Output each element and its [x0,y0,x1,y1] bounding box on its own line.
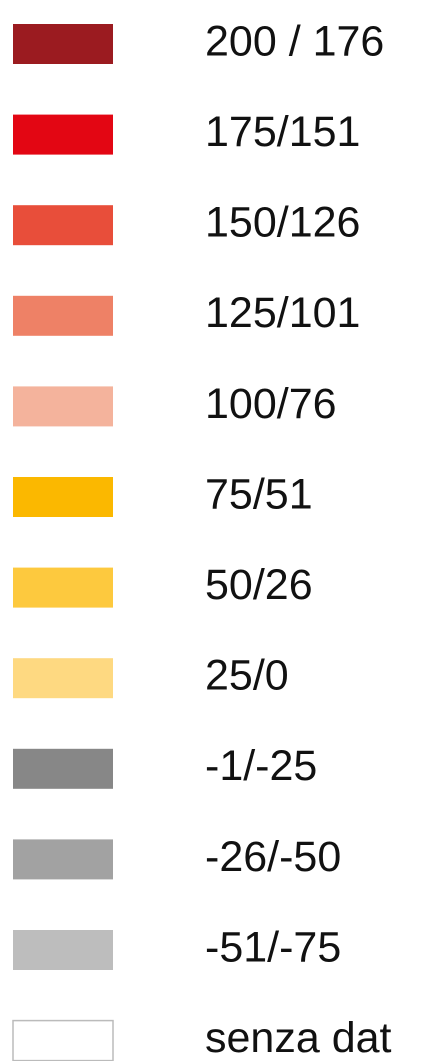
legend-swatch [13,114,113,155]
legend-label: 50/26 [205,561,313,609]
legend-swatch [13,567,113,608]
legend-swatch [13,295,113,336]
legend-label: 200 / 176 [205,17,384,65]
legend-swatch [13,24,113,64]
legend-swatch [12,1019,114,1061]
legend-label: -26/-50 [205,833,341,881]
legend-label: 150/126 [205,199,360,247]
legend-label: 125/101 [205,289,360,337]
legend-label: 175/151 [205,108,360,156]
legend-label: -51/-75 [205,923,341,971]
legend-swatch [13,658,113,699]
legend-swatch [13,839,113,880]
legend-label: 75/51 [205,470,313,518]
legend-swatch [13,477,113,517]
legend-label: 100/76 [205,380,337,428]
legend-label: -1/-25 [205,742,317,790]
legend-swatch [13,386,113,427]
legend-swatch [13,205,113,246]
legend-swatch [13,748,113,789]
legend-label: 25/0 [205,652,289,700]
legend-swatch [13,930,113,970]
legend-label: senza dat [205,1014,392,1061]
